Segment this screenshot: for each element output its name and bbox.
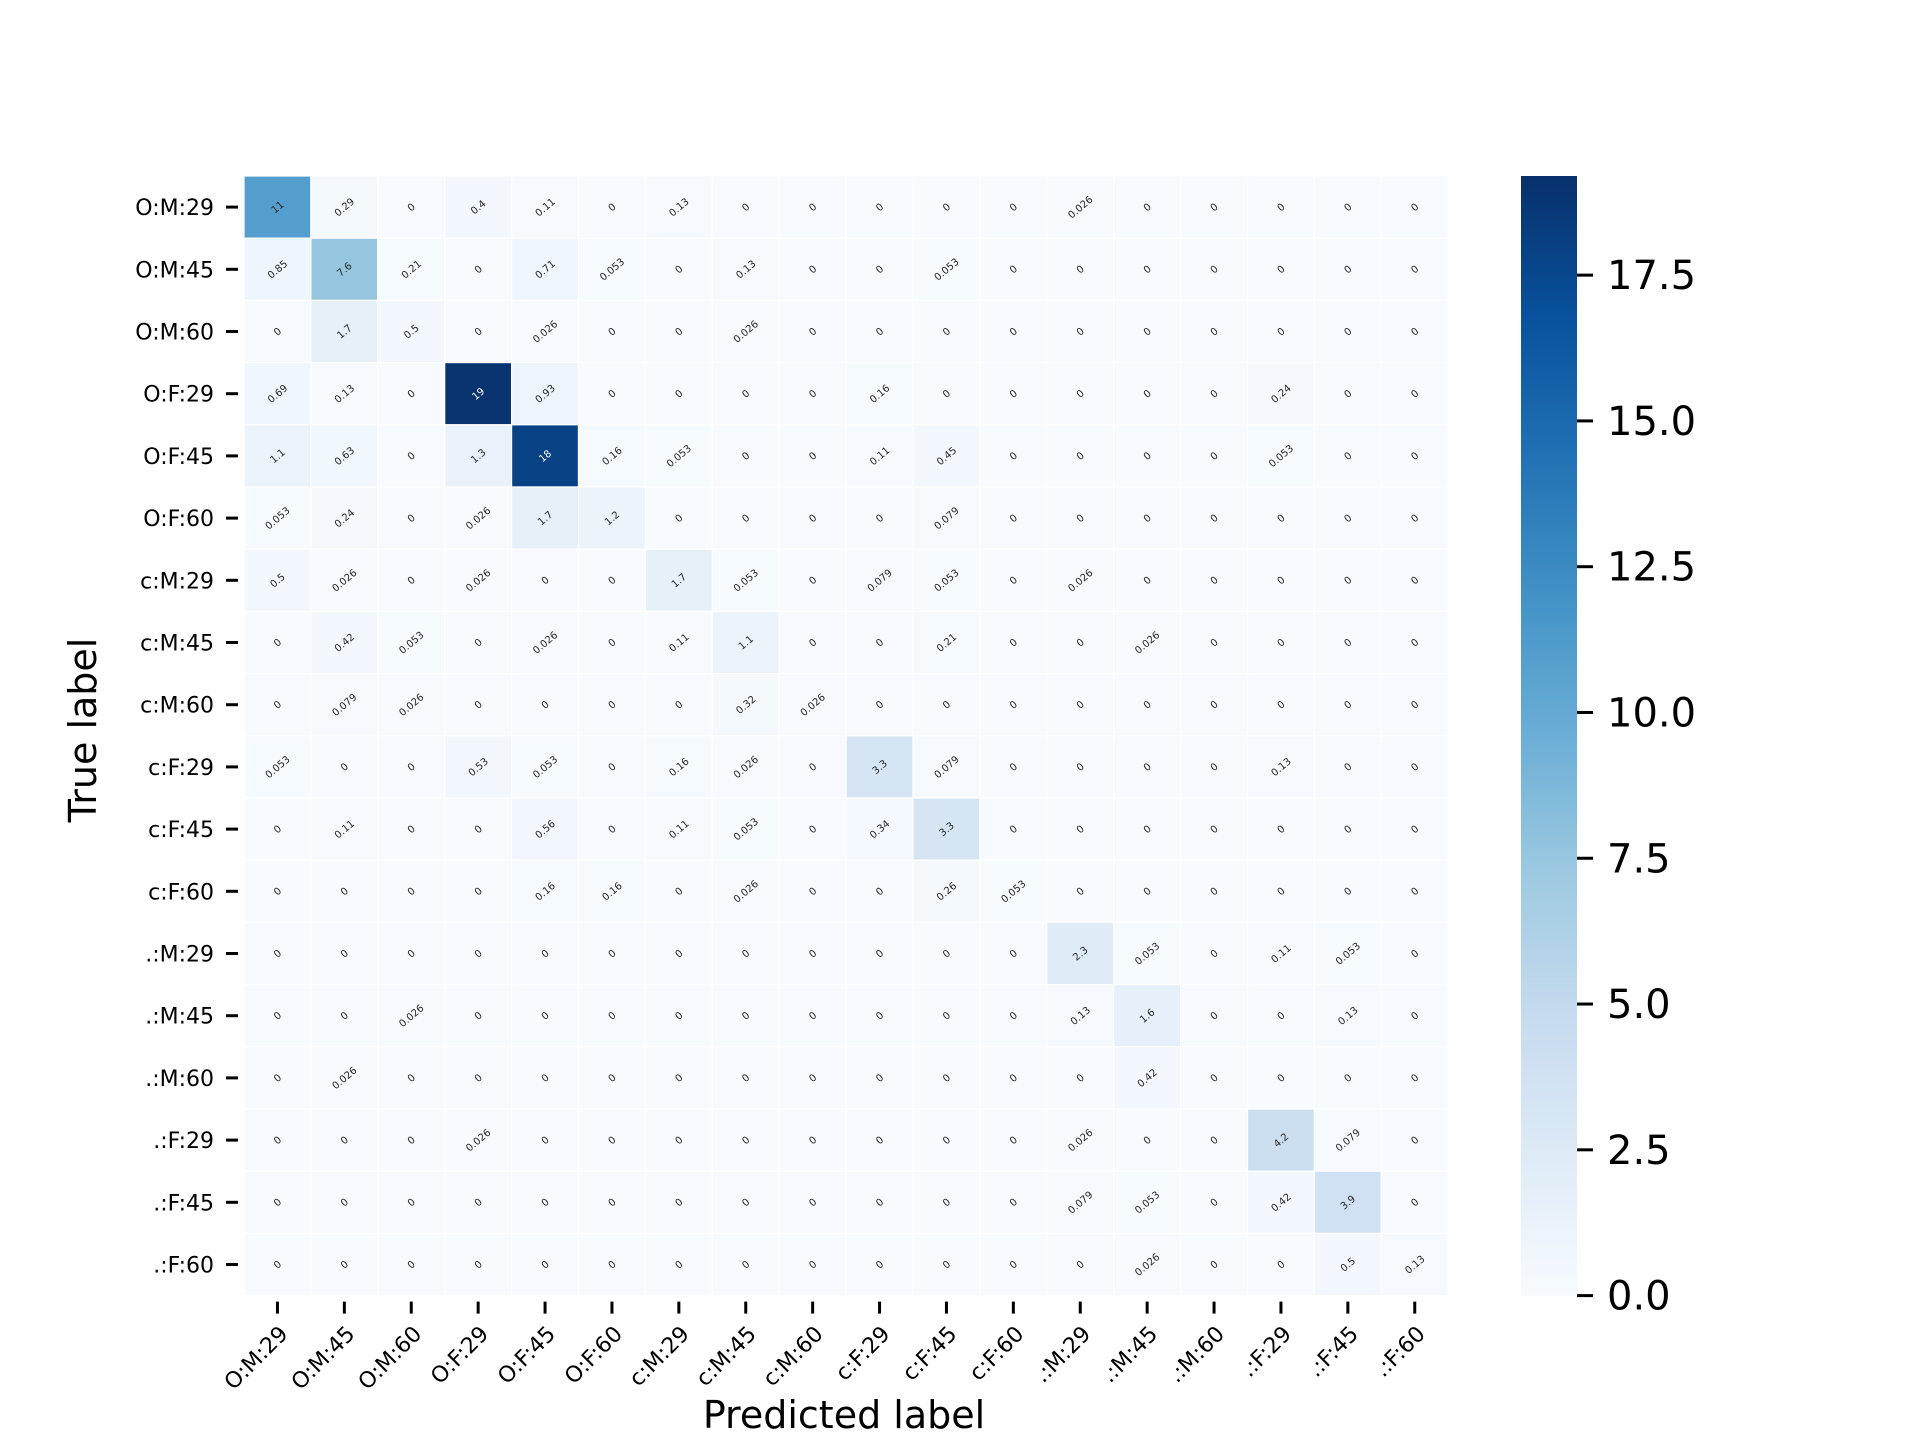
x-tick-label: c:M:29 (625, 1322, 695, 1392)
y-tick-label: O:F:60 (143, 507, 214, 532)
y-tick-label: .:F:60 (153, 1254, 214, 1279)
colorbar-tick-label: 17.5 (1607, 253, 1696, 299)
y-tick-label: c:M:45 (140, 632, 214, 657)
x-tick-label: c:M:60 (759, 1322, 829, 1392)
x-axis-ticks: O:M:29O:M:45O:M:60 O:F:29 O:F:45 O:F:60c:M:… (220, 1302, 1431, 1396)
x-tick-label: O:F:45 (493, 1322, 561, 1390)
x-tick-label: .:M:29 (1030, 1322, 1096, 1388)
colorbar (1521, 176, 1577, 1296)
colorbar-tick-label: 0.0 (1607, 1274, 1671, 1320)
y-tick-label: .:M:29 (145, 943, 214, 968)
colorbar-tick-label: 10.0 (1607, 690, 1696, 736)
y-tick-label: .:M:60 (145, 1067, 214, 1092)
x-tick-label: O:F:29 (426, 1322, 494, 1390)
y-tick-label: c:F:60 (148, 880, 214, 905)
y-tick-label: O:M:45 (135, 258, 214, 283)
x-tick-label: O:M:60 (354, 1322, 427, 1395)
y-tick-label: O:M:60 (135, 321, 214, 346)
x-tick-label: .:M:60 (1164, 1322, 1230, 1388)
heatmap-cells: 11 0.29 0 0.4 0.11 0 0.13 0 0 0 0 0 0.026 0 0 0 0 00.85 7.… (244, 176, 1448, 1296)
y-tick-label: c:M:29 (140, 569, 214, 594)
y-tick-label: O:F:29 (143, 383, 214, 408)
y-axis-title: True label (61, 638, 105, 824)
y-tick-label: .:F:29 (153, 1129, 214, 1154)
y-axis-ticks: O:M:29 O:M:45 O:M:60 O:F:29 O:F:45 O:F:60 c:M:… (135, 196, 238, 1278)
colorbar-gradient (1521, 176, 1577, 1296)
x-tick-label: O:M:29 (220, 1322, 293, 1395)
x-tick-label: O:F:60 (560, 1322, 628, 1390)
colorbar-ticks: 0.0 2.5 5.0 7.5 10.0 12.5 15.0 17.5 (1577, 253, 1696, 1319)
x-tick-label: .:F:45 (1303, 1322, 1364, 1383)
x-tick-label: c:M:45 (692, 1322, 762, 1392)
x-tick-label: .:F:60 (1370, 1322, 1431, 1383)
y-tick-label: c:F:29 (148, 756, 214, 781)
y-tick-label: c:M:60 (140, 694, 214, 719)
x-tick-label: c:F:29 (831, 1322, 895, 1386)
x-tick-label: O:M:45 (287, 1322, 360, 1395)
x-tick-label: .:M:45 (1097, 1322, 1163, 1388)
colorbar-tick-label: 7.5 (1607, 836, 1671, 882)
y-tick-label: .:M:45 (145, 1005, 214, 1030)
colorbar-tick-label: 2.5 (1607, 1128, 1671, 1174)
y-tick-label: c:F:45 (148, 818, 214, 843)
x-axis-title: Predicted label (703, 1393, 985, 1437)
y-tick-label: .:F:45 (153, 1191, 214, 1216)
y-tick-label: O:M:29 (135, 196, 214, 221)
x-tick-label: c:F:60 (965, 1322, 1029, 1386)
x-tick-label: c:F:45 (898, 1322, 962, 1386)
y-tick-label: O:F:45 (143, 445, 214, 470)
colorbar-tick-label: 12.5 (1607, 545, 1696, 591)
x-tick-label: .:F:29 (1236, 1322, 1297, 1383)
colorbar-tick-label: 15.0 (1607, 399, 1696, 445)
colorbar-tick-label: 5.0 (1607, 982, 1671, 1028)
